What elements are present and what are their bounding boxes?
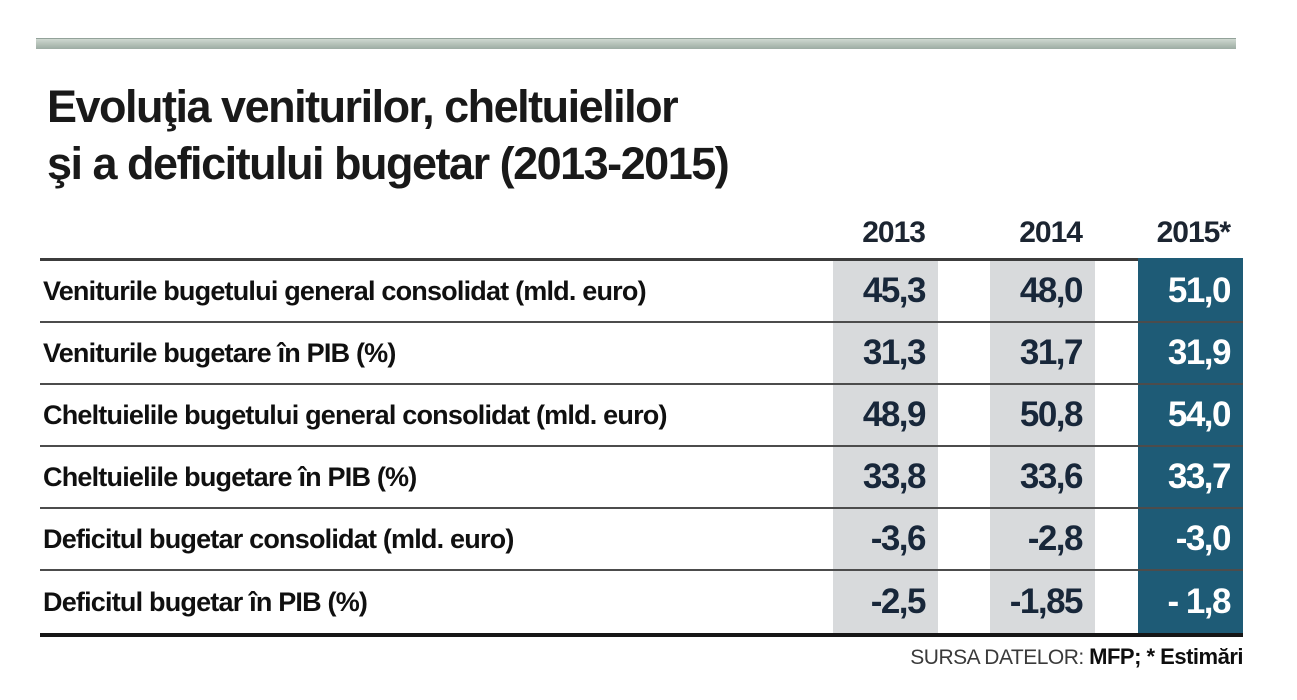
cell-2013: 31,3 [862,333,927,372]
cell-2014: -1,85 [1009,582,1084,621]
table-column-headers: 2013 2014 2015* [40,216,1243,256]
column-header-2013: 2013 [862,216,926,249]
cell-2015: 51,0 [1167,271,1232,310]
table-row: Cheltuielile bugetare în PIB (%) 33,8 33… [40,447,1243,509]
cell-2015: 31,9 [1167,333,1232,372]
data-source-value: MFP; * Estimări [1089,644,1243,669]
row-label: Deficitul bugetar consolidat (mld. euro) [43,523,514,554]
row-label: Deficitul bugetar în PIB (%) [43,586,368,617]
row-label: Veniturile bugetului general consolidat … [43,275,647,306]
page-title-line-1: Evoluţia veniturilor, cheltuielilor [47,81,679,132]
row-label: Veniturile bugetare în PIB (%) [43,337,396,368]
cell-2014: 48,0 [1019,271,1084,310]
cell-2015: 54,0 [1167,395,1232,434]
cell-2013: 48,9 [862,395,927,434]
cell-2014: 50,8 [1019,395,1084,434]
column-header-2014: 2014 [1019,216,1083,249]
row-label: Cheltuielile bugetare în PIB (%) [43,461,417,492]
column-header-2015: 2015* [1156,216,1231,249]
cell-2014: 33,6 [1019,457,1084,496]
table-row: Veniturile bugetului general consolidat … [40,261,1243,323]
budget-table: Veniturile bugetului general consolidat … [40,258,1243,637]
page-title: Evoluţia veniturilor, cheltuielilor şi a… [47,78,730,192]
cell-2015: 33,7 [1167,457,1232,496]
table-row: Deficitul bugetar în PIB (%) -2,5 -1,85 … [40,571,1243,633]
data-source-label: SURSA DATELOR: [910,646,1084,669]
cell-2013: -2,5 [870,582,927,621]
cell-2015: -3,0 [1175,519,1232,558]
data-source-note: SURSA DATELOR: MFP; * Estimări [910,644,1243,670]
page-title-line-2: şi a deficitului bugetar (2013-2015) [47,138,730,189]
table-row: Deficitul bugetar consolidat (mld. euro)… [40,509,1243,571]
decorative-top-rule [36,38,1236,49]
row-label: Cheltuielile bugetului general consolida… [43,399,667,430]
column-band-2014 [990,261,1095,633]
table-row: Veniturile bugetare în PIB (%) 31,3 31,7… [40,323,1243,385]
cell-2015: - 1,8 [1167,582,1231,621]
cell-2014: 31,7 [1019,333,1084,372]
cell-2014: -2,8 [1027,519,1084,558]
table-row: Cheltuielile bugetului general consolida… [40,385,1243,447]
cell-2013: 45,3 [862,271,927,310]
cell-2013: -3,6 [870,519,927,558]
cell-2013: 33,8 [862,457,927,496]
column-band-2013 [833,261,938,633]
